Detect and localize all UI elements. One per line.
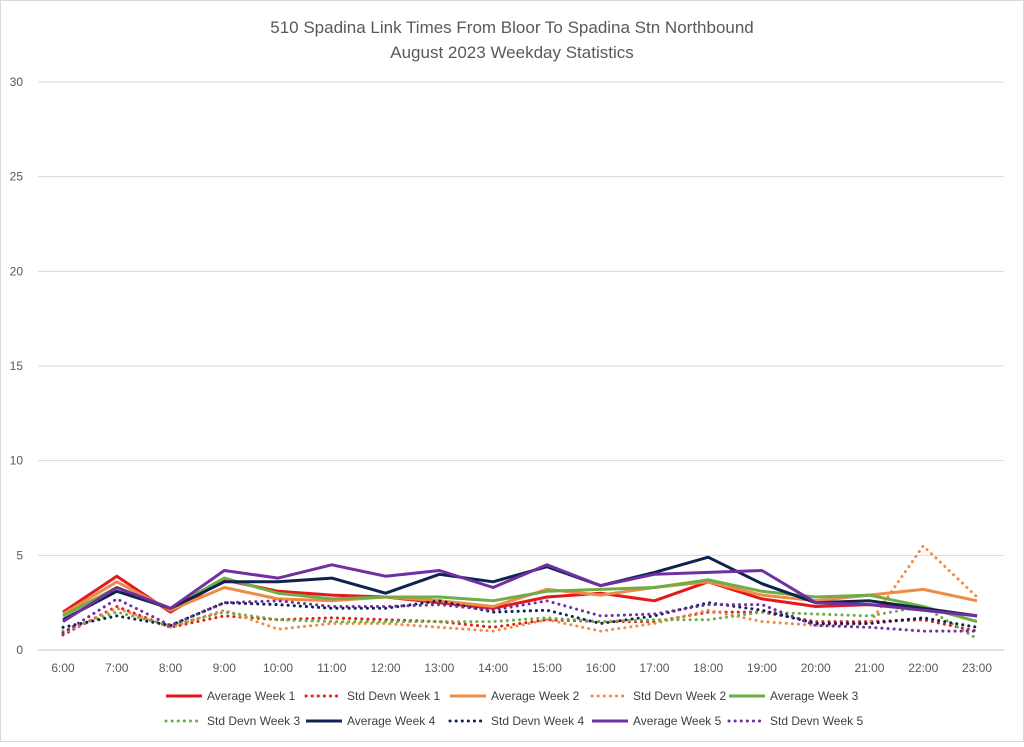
x-tick-label: 23:00: [962, 661, 992, 675]
x-tick-label: 18:00: [693, 661, 723, 675]
x-tick-label: 22:00: [908, 661, 938, 675]
y-tick-label: 30: [10, 75, 24, 89]
x-tick-label: 17:00: [639, 661, 669, 675]
x-tick-label: 7:00: [105, 661, 129, 675]
x-tick-label: 11:00: [317, 661, 346, 675]
series-line: [62, 580, 978, 616]
legend: Average Week 1 Std Devn Week 1 Average Wee…: [164, 689, 863, 728]
legend-label: Std Devn Week 3: [207, 714, 300, 728]
chart-subtitle: August 2023 Weekday Statistics: [390, 43, 634, 62]
legend-label: Average Week 3: [770, 689, 859, 703]
x-tick-label: 8:00: [159, 661, 183, 675]
x-tick-label: 21:00: [854, 661, 884, 675]
x-tick-label: 16:00: [586, 661, 616, 675]
x-tick-label: 10:00: [263, 661, 293, 675]
x-tick-label: 12:00: [371, 661, 401, 675]
legend-label: Std Devn Week 1: [347, 689, 440, 703]
x-tick-label: 19:00: [747, 661, 777, 675]
legend-label: Average Week 1: [207, 689, 296, 703]
legend-label: Average Week 5: [633, 714, 722, 728]
x-tick-label: 20:00: [801, 661, 831, 675]
series-line: [61, 605, 979, 637]
series-line: [61, 605, 979, 641]
gridlines: [38, 81, 1004, 651]
x-tick-label: 9:00: [213, 661, 237, 675]
series-line: [62, 563, 978, 623]
x-tick-label: 6:00: [51, 661, 75, 675]
series-line: [61, 597, 979, 635]
y-tick-label: 0: [16, 643, 23, 657]
x-axis-ticks: 6:00 7:00 8:00 9:00 10:00 11:00 12:00 13:00 14:0…: [51, 661, 992, 675]
legend-label: Average Week 2: [491, 689, 580, 703]
legend-label: Std Devn Week 4: [491, 714, 584, 728]
x-tick-label: 14:00: [478, 661, 508, 675]
x-tick-label: 15:00: [532, 661, 562, 675]
series-lines: [61, 544, 979, 641]
y-tick-label: 25: [10, 170, 24, 184]
chart-title: 510 Spadina Link Times From Bloor To Spa…: [270, 18, 754, 37]
legend-label: Std Devn Week 5: [770, 714, 863, 728]
y-axis-ticks: 0 5 10 15 20 25 30: [10, 75, 24, 657]
series-line: [62, 576, 978, 624]
legend-label: Average Week 4: [347, 714, 436, 728]
y-tick-label: 10: [10, 454, 24, 468]
legend-label: Std Devn Week 2: [633, 689, 726, 703]
x-tick-label: 13:00: [424, 661, 454, 675]
y-tick-label: 15: [10, 359, 24, 373]
y-tick-label: 5: [16, 548, 23, 562]
y-tick-label: 20: [10, 264, 24, 278]
